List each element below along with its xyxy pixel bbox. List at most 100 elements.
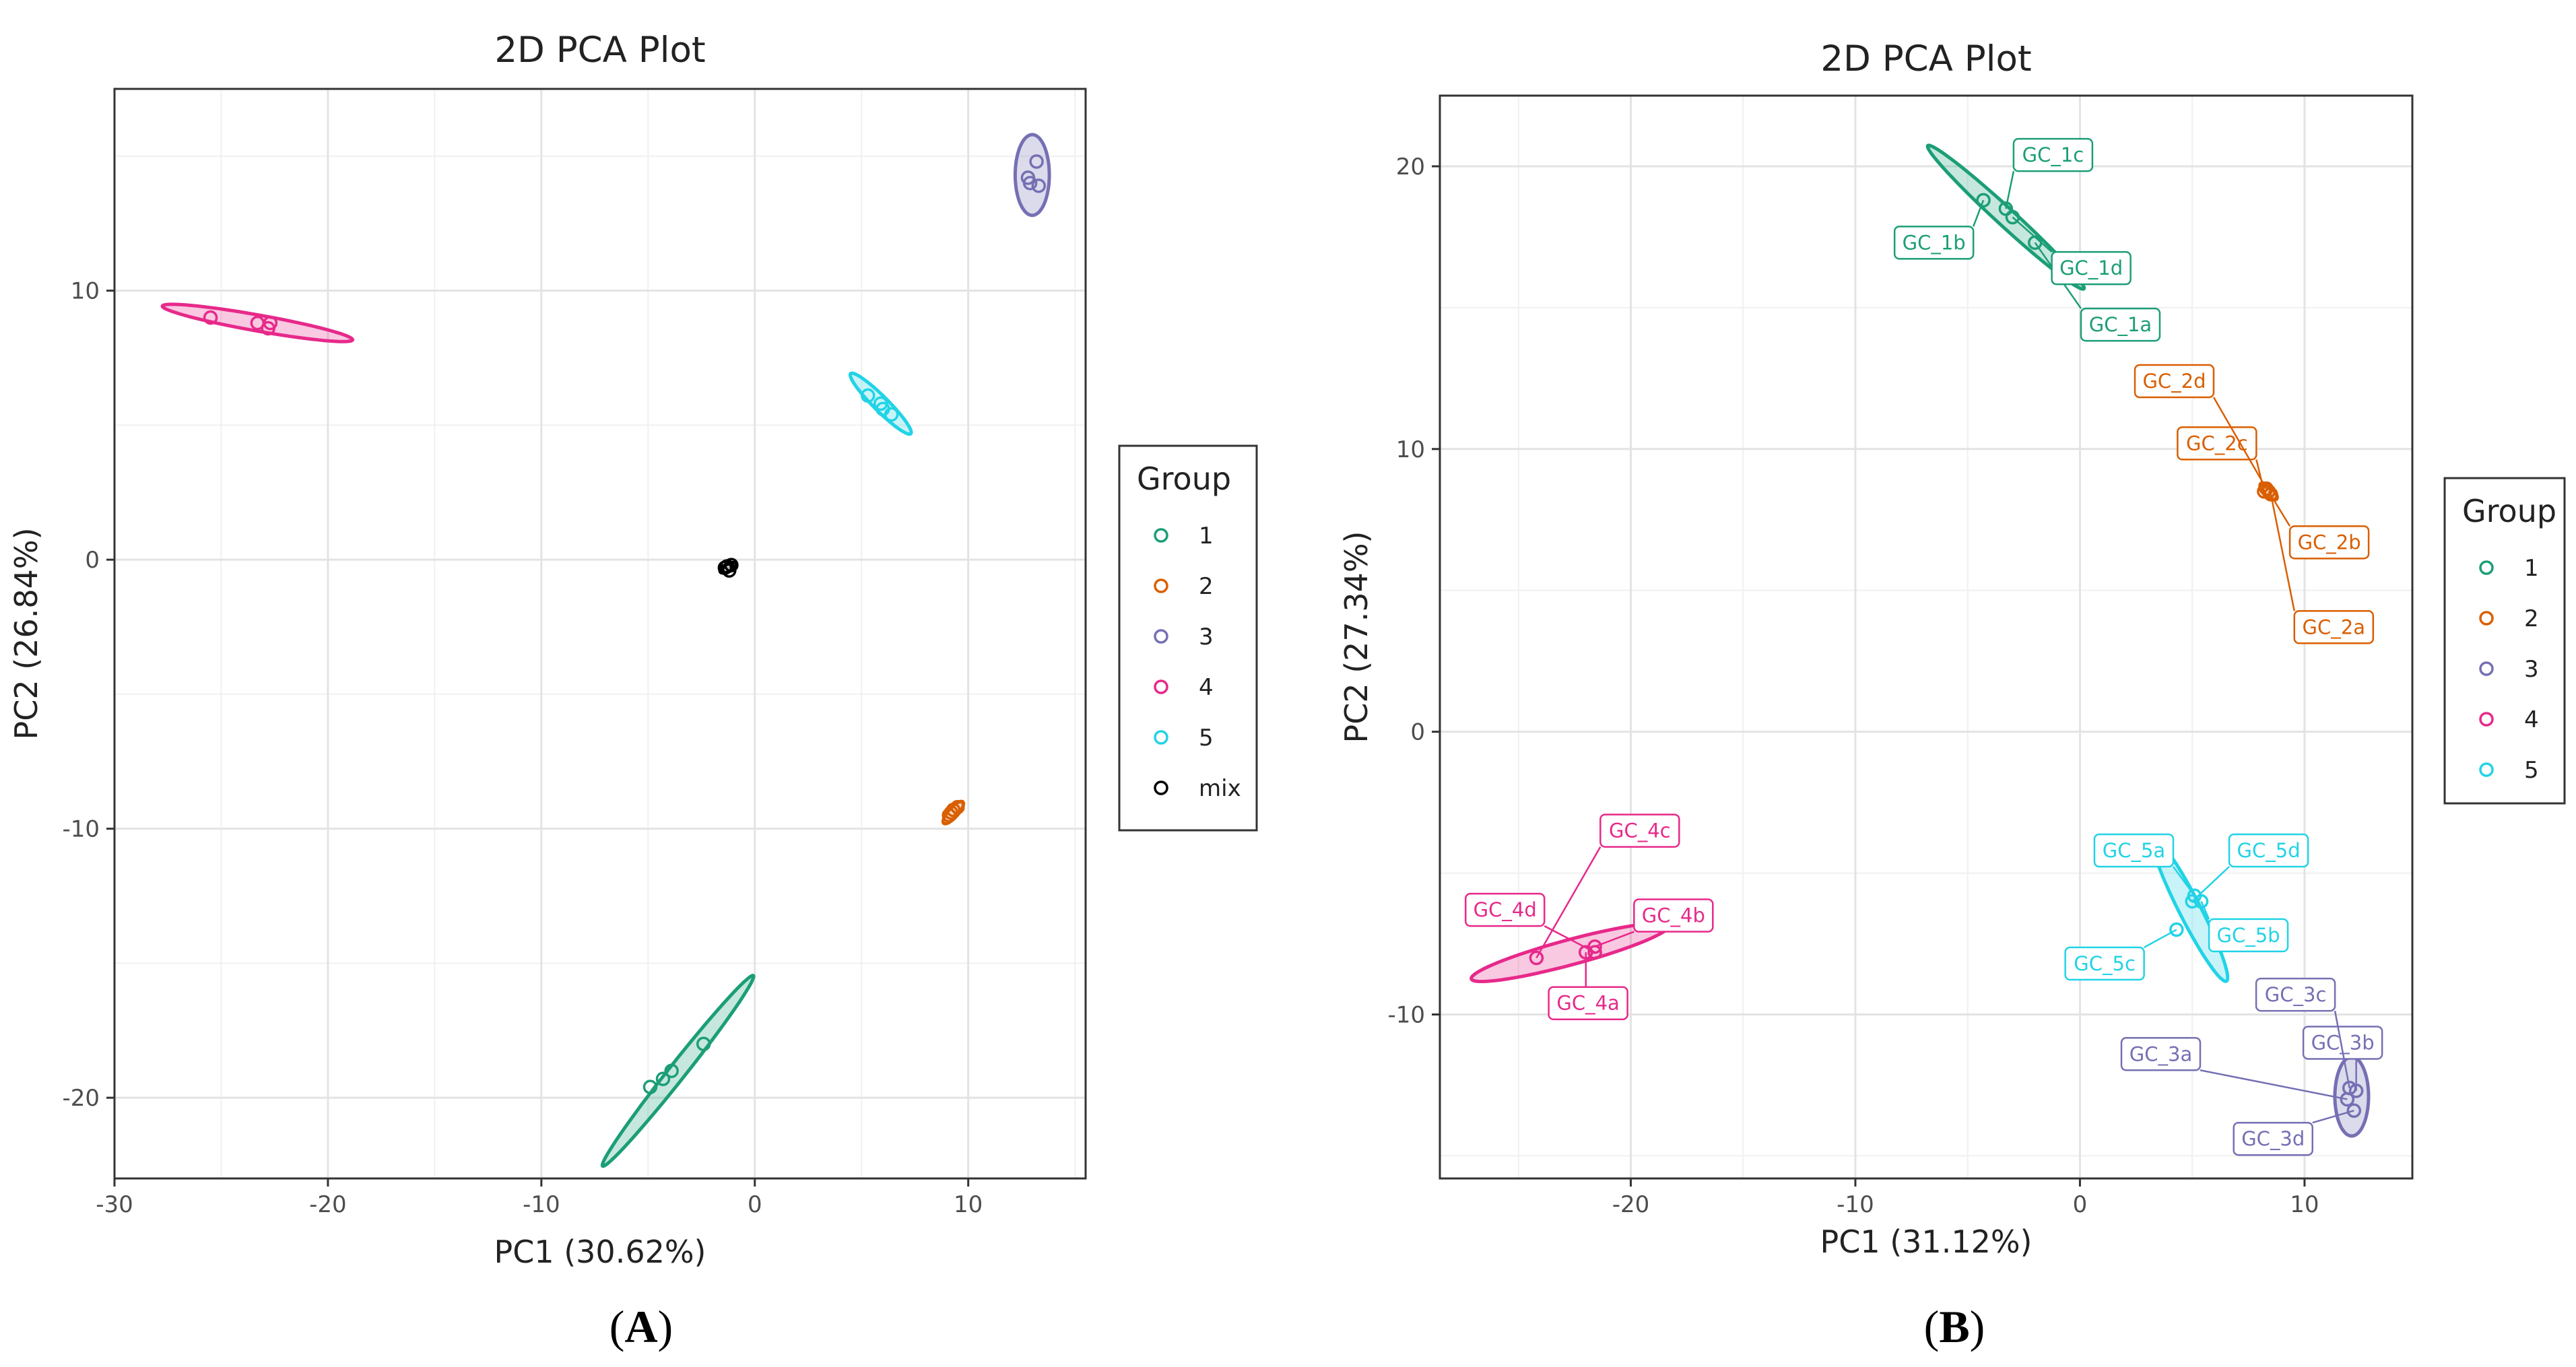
legend-label-group-mix: mix xyxy=(1199,775,1241,802)
label-leader-line xyxy=(2255,459,2266,492)
legend: Group 1 2 3 4 5 mix xyxy=(1118,444,1258,832)
x-tick-label: 0 xyxy=(2073,1191,2088,1218)
legend-key-group-mix xyxy=(1154,780,1168,795)
legend-label-group-4: 4 xyxy=(1199,674,1214,701)
y-tick-label: -10 xyxy=(1387,1001,1425,1028)
point-label: GC_5c xyxy=(2074,952,2136,975)
label-leader-line xyxy=(2200,1069,2348,1100)
point-label: GC_4c xyxy=(1609,820,1671,842)
legend-label-group-1: 1 xyxy=(2524,555,2539,582)
x-tick-label: -20 xyxy=(309,1191,347,1218)
legend-title: Group xyxy=(2462,493,2556,529)
point-label: GC_3a xyxy=(2129,1042,2192,1065)
point-label: GC_1c xyxy=(2022,143,2084,166)
confidence-ellipse-group-4 xyxy=(160,302,355,343)
plot-border xyxy=(1439,94,2414,1180)
point-label: GC_2a xyxy=(2303,615,2365,638)
data-point-group-1 xyxy=(655,1071,671,1086)
point-label: GC_5a xyxy=(2103,839,2165,862)
point-label: GC_4a xyxy=(1556,992,1619,1015)
data-point-group-3 xyxy=(1029,154,1044,169)
label-leader-line xyxy=(2334,1010,2350,1088)
chart-title: 2D PCA Plot xyxy=(494,30,705,71)
panel-a-tag: (A) xyxy=(609,1301,673,1352)
panel-a: -30 -20 -10 0 10 -20 -10 0 10 2D PCA Plot PC1 (30.… xyxy=(8,30,1258,1270)
point-label-box xyxy=(2293,610,2375,644)
point-label: GC_1a xyxy=(2089,313,2152,336)
y-tick-label: 10 xyxy=(71,278,100,305)
label-leader-line xyxy=(2312,1110,2354,1124)
label-leader-line xyxy=(2172,866,2195,896)
legend-key-group-1 xyxy=(1154,528,1168,543)
data-point-group-4 xyxy=(1529,950,1544,966)
legend-key-group-5 xyxy=(2479,762,2494,777)
legend-label-group-5: 5 xyxy=(1199,725,1214,752)
label-leader-line xyxy=(2212,397,2268,490)
point-label: GC_2b xyxy=(2298,531,2361,554)
point-label: GC_5b xyxy=(2217,924,2280,947)
point-label: GC_1d xyxy=(2059,257,2123,279)
x-tick-label: -10 xyxy=(1837,1191,1874,1218)
data-point-group-1 xyxy=(2005,209,2020,225)
data-point-group-4 xyxy=(263,315,278,331)
point-label-box xyxy=(2120,1037,2202,1071)
data-point-group-5 xyxy=(860,388,876,403)
point-label-box xyxy=(1893,226,1975,260)
point-label: GC_3d xyxy=(2241,1127,2305,1150)
legend-label-group-1: 1 xyxy=(1199,523,1214,549)
point-label: GC_5d xyxy=(2237,839,2301,862)
label-leader-line xyxy=(2270,494,2296,611)
y-axis-label: PC2 (26.84%) xyxy=(8,527,44,739)
point-label-box xyxy=(2208,918,2289,953)
legend-key-group-3 xyxy=(1154,629,1168,644)
point-label-box xyxy=(1548,986,1628,1020)
data-point-group-2 xyxy=(2259,481,2274,496)
chart-title: 2D PCA Plot xyxy=(1820,38,2031,79)
legend-label-group-3: 3 xyxy=(2524,656,2539,683)
label-leader-line xyxy=(1544,925,1595,954)
point-label: GC_2c xyxy=(2186,432,2248,455)
data-point-group-5 xyxy=(873,396,888,411)
y-tick-label: -20 xyxy=(62,1085,100,1112)
legend-box xyxy=(1118,444,1258,832)
legend-key-group-2 xyxy=(1154,578,1168,593)
legend-label-group-3: 3 xyxy=(1199,624,1214,651)
label-leader-line xyxy=(2144,929,2177,949)
data-point-group-5 xyxy=(2193,894,2209,909)
point-label-box xyxy=(2080,307,2161,342)
data-point-group-2 xyxy=(944,805,959,820)
legend-box xyxy=(2443,477,2566,805)
y-tick-label: 0 xyxy=(1410,719,1425,746)
data-point-group-3 xyxy=(1031,178,1047,193)
label-leader-line xyxy=(2191,866,2230,902)
data-point-group-4 xyxy=(203,310,218,325)
x-tick-label: -30 xyxy=(96,1191,133,1218)
point-label-box xyxy=(2302,1026,2383,1060)
y-tick-label: -10 xyxy=(62,816,100,843)
label-leader-line xyxy=(2012,216,2053,253)
x-tick-label: 0 xyxy=(748,1191,762,1218)
legend: Group 1 2 3 4 5 xyxy=(2443,477,2566,805)
y-tick-label: 0 xyxy=(85,547,100,574)
label-leader-line xyxy=(2200,901,2210,920)
legend-key-group-1 xyxy=(2479,560,2494,575)
legend-label-group-2: 2 xyxy=(2524,605,2539,632)
point-label: GC_4d xyxy=(1474,898,1537,921)
legend-key-group-2 xyxy=(2479,611,2494,626)
data-point-group-1 xyxy=(696,1036,711,1051)
point-label-box xyxy=(2093,833,2175,868)
legend-label-group-4: 4 xyxy=(2524,706,2539,733)
data-point-group-1 xyxy=(1976,193,1991,208)
legend-key-group-4 xyxy=(2479,712,2494,727)
point-label-box xyxy=(2051,251,2132,286)
legend-label-group-5: 5 xyxy=(2524,757,2539,784)
label-leader-line xyxy=(1594,931,1634,947)
x-axis-label: PC1 (30.62%) xyxy=(494,1234,706,1270)
x-tick-label: -20 xyxy=(1612,1191,1650,1218)
point-label: GC_1b xyxy=(1903,231,1966,254)
y-tick-label: 20 xyxy=(1396,154,1425,180)
label-leader-line xyxy=(1535,846,1601,959)
data-point-group-5 xyxy=(2169,922,2184,937)
data-point-group-3 xyxy=(2346,1103,2362,1118)
x-tick-label: 10 xyxy=(2290,1191,2319,1218)
